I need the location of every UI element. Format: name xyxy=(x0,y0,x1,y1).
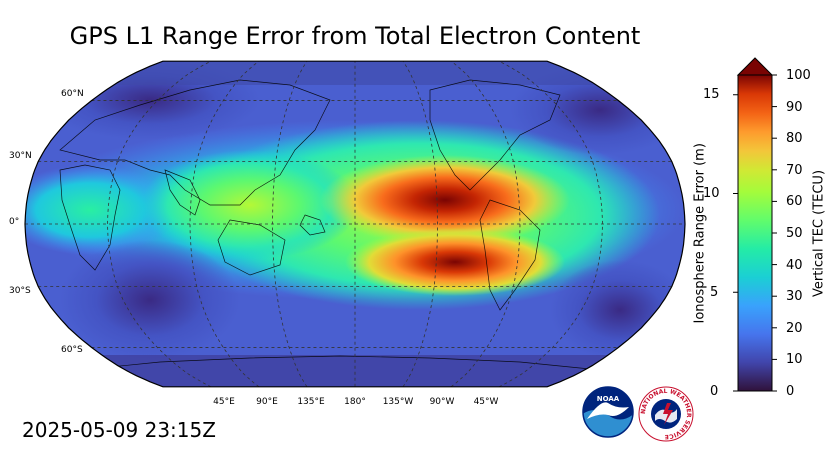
right-tick-50: 50 xyxy=(786,226,803,241)
graticule-meridian xyxy=(402,61,438,387)
right-tick-100: 100 xyxy=(786,68,811,83)
lat-label-60n: 60°N xyxy=(61,89,84,99)
lon-label-135w: 135°W xyxy=(382,397,414,407)
left-tick-15: 15 xyxy=(703,87,720,102)
colorbar-extend-arrow xyxy=(736,57,774,76)
right-tick-70: 70 xyxy=(786,163,803,178)
left-tick-5: 5 xyxy=(710,285,719,300)
graticule-meridian xyxy=(272,61,308,387)
right-tick-30: 30 xyxy=(786,289,803,304)
right-tick-60: 60 xyxy=(786,194,803,209)
coastlines xyxy=(59,79,601,371)
noaa-logo-text: NOAA xyxy=(597,395,620,403)
noaa-logo: NOAA xyxy=(582,386,634,438)
lat-label-0: 0° xyxy=(9,217,20,227)
map-title: GPS L1 Range Error from Total Electron C… xyxy=(69,22,641,50)
right-tick-0: 0 xyxy=(786,384,795,399)
left-tick-0: 0 xyxy=(710,384,719,399)
left-axis-label: Ionosphere Range Error (m) xyxy=(692,143,708,324)
graticule-meridian xyxy=(450,61,521,387)
right-axis-label: Vertical TEC (TECU) xyxy=(811,169,827,298)
lon-label-90e: 90°E xyxy=(256,397,278,407)
lon-label-135e: 135°E xyxy=(297,397,325,407)
lon-label-180: 180° xyxy=(344,397,366,407)
colorbar xyxy=(733,57,777,392)
colorbar-gradient xyxy=(737,74,773,392)
lat-label-30s: 30°S xyxy=(9,286,31,296)
lon-label-45e: 45°E xyxy=(213,397,235,407)
graticule-meridian xyxy=(107,61,212,387)
graticule-meridian xyxy=(498,61,603,387)
nws-logo: NATIONAL WEATHER SERVICE xyxy=(638,386,694,442)
timestamp: 2025-05-09 23:15Z xyxy=(22,418,216,442)
right-tick-10: 10 xyxy=(786,352,803,367)
right-tick-80: 80 xyxy=(786,131,803,146)
globe-outline xyxy=(24,60,686,388)
right-tick-20: 20 xyxy=(786,321,803,336)
right-tick-90: 90 xyxy=(786,100,803,115)
lon-label-90w: 90°W xyxy=(429,397,455,407)
graticule xyxy=(25,61,685,387)
graticule-meridian xyxy=(189,61,260,387)
lon-label-45w: 45°W xyxy=(473,397,499,407)
lat-label-30n: 30°N xyxy=(9,151,32,161)
right-tick-40: 40 xyxy=(786,258,803,273)
lat-label-60s: 60°S xyxy=(61,345,83,355)
left-tick-10: 10 xyxy=(703,186,720,201)
